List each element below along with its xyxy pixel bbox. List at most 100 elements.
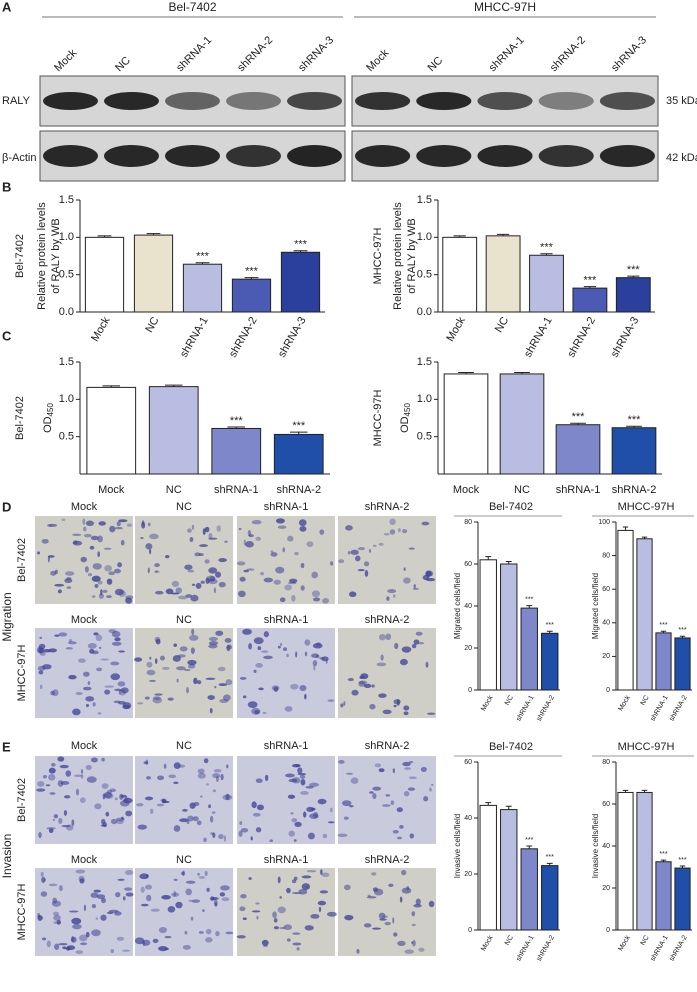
- significance: ***: [546, 854, 554, 861]
- bar: [280, 251, 321, 313]
- stained-cell: [301, 875, 312, 879]
- stained-cell: [248, 877, 252, 880]
- stained-cell: [103, 791, 113, 799]
- stained-cell: [320, 869, 323, 875]
- error-bar: [641, 536, 648, 539]
- stained-cell: [72, 533, 82, 536]
- stained-cell: [218, 683, 228, 686]
- stained-cell: [408, 547, 415, 550]
- stained-cell: [188, 899, 193, 902]
- stained-cell: [80, 774, 84, 779]
- stained-cell: [109, 525, 116, 533]
- y-tick-label: 0.5: [59, 269, 74, 281]
- y-axis-label: Relative protein levels: [36, 202, 48, 310]
- stained-cell: [290, 683, 299, 690]
- stained-cell: [358, 680, 368, 685]
- stained-cell: [291, 818, 298, 823]
- column-label: shRNA-1: [264, 854, 309, 866]
- stained-cell: [238, 830, 243, 837]
- blot-band: [538, 92, 594, 110]
- stained-cell: [214, 902, 218, 907]
- stained-cell: [258, 687, 264, 691]
- stained-cell: [311, 653, 319, 658]
- stained-cell: [418, 947, 425, 952]
- stained-cell: [52, 689, 59, 697]
- stained-cell: [80, 769, 84, 774]
- stained-cell: [261, 939, 269, 946]
- stained-cell: [64, 578, 73, 584]
- stained-cell: [141, 520, 145, 526]
- stained-cell: [186, 820, 190, 824]
- bar: [479, 559, 497, 691]
- stained-cell: [79, 878, 85, 884]
- y-tick-label: 0: [468, 687, 472, 694]
- stained-cell: [319, 529, 325, 535]
- bar: [485, 235, 521, 313]
- stained-cell: [93, 889, 101, 893]
- stained-cell: [115, 891, 121, 898]
- stained-cell: [271, 685, 280, 691]
- stained-cell: [301, 883, 311, 890]
- x-tick-label: shRNA-3: [276, 315, 309, 360]
- stained-cell: [82, 526, 87, 532]
- bar: [148, 386, 199, 475]
- stained-cell: [408, 760, 414, 764]
- stained-cell: [298, 888, 308, 895]
- stained-cell: [208, 804, 212, 809]
- stained-cell: [117, 562, 123, 568]
- stained-cell: [309, 813, 319, 819]
- stained-cell: [122, 704, 131, 710]
- stained-cell: [90, 892, 99, 898]
- stained-cell: [213, 587, 217, 594]
- y-axis-label-main: OD: [42, 416, 54, 433]
- y-tick-label: 0: [606, 687, 610, 694]
- lane-label: shRNA-2: [235, 34, 275, 74]
- stained-cell: [345, 525, 353, 531]
- stained-cell: [402, 761, 411, 767]
- stained-cell: [245, 540, 254, 548]
- stained-cell: [39, 636, 43, 639]
- stained-cell: [321, 872, 330, 877]
- stained-cell: [304, 925, 314, 931]
- stained-cell: [106, 578, 113, 585]
- stained-cell: [226, 644, 233, 650]
- stained-cell: [140, 903, 149, 907]
- stained-cell: [371, 927, 381, 930]
- stained-cell: [326, 911, 337, 917]
- stained-cell: [255, 778, 263, 784]
- stained-cell: [143, 761, 149, 765]
- stained-cell: [120, 687, 129, 694]
- stained-cell: [304, 651, 308, 657]
- bar: [555, 424, 601, 475]
- bar: [655, 861, 672, 931]
- y-axis-label: of RALY by WB: [50, 218, 62, 293]
- stained-cell: [347, 551, 351, 555]
- y-tick-label: 80: [602, 759, 610, 766]
- stained-cell: [42, 664, 52, 670]
- stained-cell: [255, 827, 262, 833]
- stained-cell: [114, 797, 118, 801]
- bar: [182, 263, 223, 313]
- stained-cell: [225, 793, 230, 801]
- stained-cell: [48, 648, 57, 653]
- stained-cell: [187, 664, 196, 669]
- y-tick-label: 1.5: [59, 356, 74, 368]
- stained-cell: [380, 654, 384, 661]
- column-label: shRNA-1: [264, 614, 309, 626]
- lane-label: shRNA-1: [487, 34, 527, 74]
- stained-cell: [176, 678, 179, 683]
- stained-cell: [215, 630, 224, 636]
- stained-cell: [357, 568, 365, 572]
- stained-cell: [306, 806, 315, 812]
- stained-cell: [111, 630, 121, 638]
- y-tick-label: 1.0: [417, 231, 432, 243]
- stained-cell: [343, 884, 351, 891]
- stained-cell: [272, 911, 277, 919]
- size-label: 35 kDa: [666, 95, 697, 107]
- stained-cell: [145, 874, 149, 878]
- stained-cell: [122, 949, 131, 952]
- bar: [211, 427, 262, 475]
- blot-band: [355, 92, 411, 110]
- stained-cell: [104, 565, 112, 572]
- stained-cell: [404, 949, 414, 954]
